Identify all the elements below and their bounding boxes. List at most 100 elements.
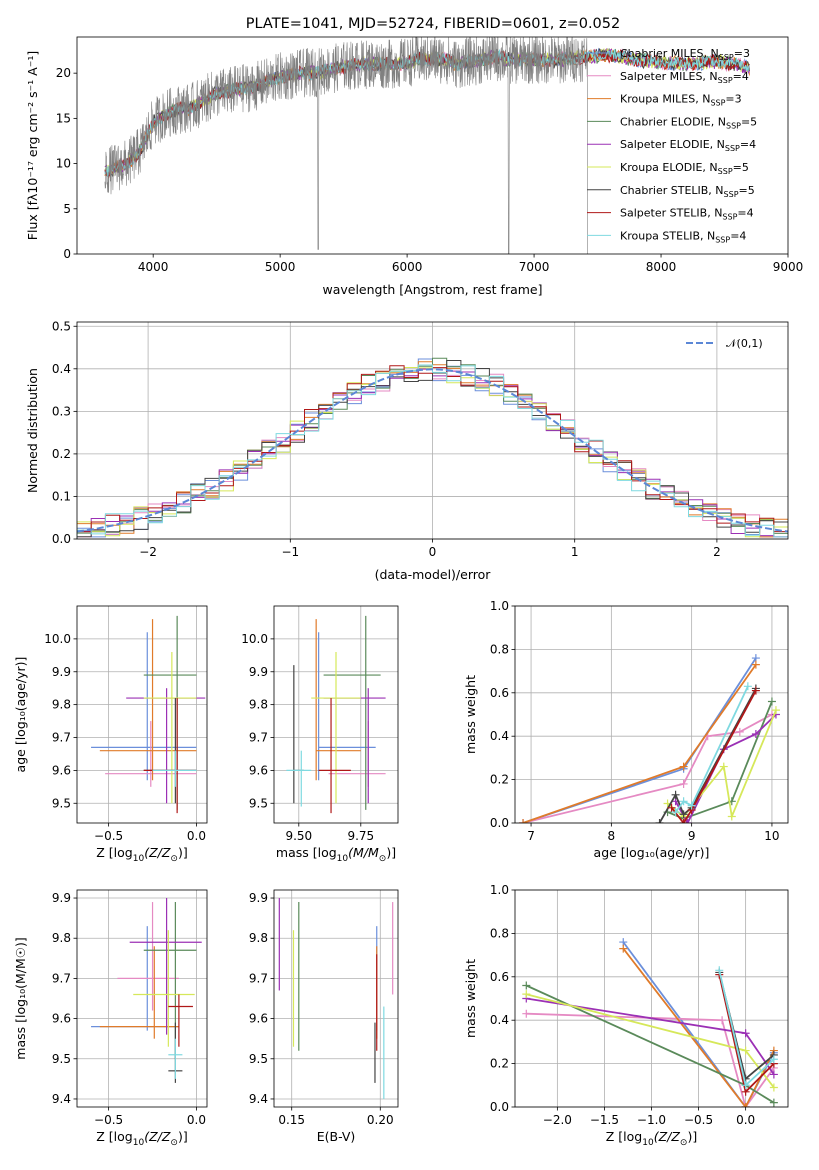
y-axis-label: Flux [fλ10⁻¹⁷ erg cm⁻² s⁻¹ A⁻¹] bbox=[25, 51, 40, 240]
data-point bbox=[687, 801, 696, 810]
x-tick-label: 4000 bbox=[138, 260, 169, 274]
gaussian-curve bbox=[77, 368, 788, 533]
y-tick-label: 0.1 bbox=[52, 489, 71, 503]
spectrum-axes-frame bbox=[76, 36, 789, 255]
legend-entry-salpeter-miles: Salpeter MILES, NSSP=4 bbox=[620, 70, 749, 85]
y-tick-label: 10.0 bbox=[44, 632, 71, 646]
x-tick-label: 0.0 bbox=[736, 1113, 755, 1127]
y-axis-label: mass weight bbox=[463, 675, 478, 754]
data-point bbox=[769, 1083, 778, 1092]
x-tick-label: −0.5 bbox=[94, 1113, 123, 1127]
model-spectrum-salpeter-miles bbox=[104, 48, 750, 177]
x-tick-label: 0 bbox=[429, 545, 437, 559]
y-tick-label: 0 bbox=[63, 247, 71, 261]
data-point bbox=[741, 1103, 750, 1107]
model-spectrum-kroupa-miles bbox=[104, 47, 750, 176]
data-point bbox=[522, 981, 531, 990]
y-axis-label: Normed distribution bbox=[25, 368, 40, 493]
weight-vs-z-axes-plot bbox=[522, 938, 778, 1107]
series-kroupa-stelib bbox=[671, 682, 752, 817]
y-tick-label: 0.6 bbox=[490, 686, 509, 700]
y-tick-label: 0.8 bbox=[490, 642, 509, 656]
data-point bbox=[735, 727, 744, 736]
data-point bbox=[769, 1055, 778, 1064]
y-tick-label: 0.8 bbox=[490, 926, 509, 940]
series-chabrier-miles bbox=[519, 654, 760, 823]
data-point bbox=[767, 697, 776, 706]
data-point bbox=[741, 1046, 750, 1055]
y-tick-label: 9.5 bbox=[52, 796, 71, 810]
y-tick-label: 9.6 bbox=[249, 1012, 268, 1026]
legend-entry-kroupa-miles: Kroupa MILES, NSSP=3 bbox=[620, 93, 742, 108]
data-point bbox=[519, 819, 528, 823]
weight-vs-age-axes-frame bbox=[514, 605, 789, 824]
age-vs-mass-axes: 9.50 9.75 9.5 9.6 9.7 9.8 9.9 10.0 mass [log10(M… bbox=[241, 605, 399, 864]
x-tick-label: 7 bbox=[527, 829, 535, 843]
legend-entry-salpeter-elodie: Salpeter ELODIE, NSSP=4 bbox=[620, 138, 756, 153]
series-line bbox=[522, 657, 757, 823]
data-point bbox=[671, 790, 680, 799]
data-point bbox=[679, 779, 688, 788]
error-cross-chabrier-miles bbox=[91, 632, 197, 781]
error-cross-kroupa-elodie bbox=[143, 652, 197, 804]
y-tick-label: 1.0 bbox=[490, 883, 509, 897]
x-tick-label: 2 bbox=[713, 545, 721, 559]
data-point bbox=[522, 990, 531, 999]
error-cross-salpeter-elodie bbox=[323, 688, 386, 804]
x-tick-label: 1 bbox=[571, 545, 579, 559]
legend-entry-chabrier-stelib: Chabrier STELIB, NSSP=5 bbox=[620, 184, 755, 199]
data-point bbox=[769, 1098, 778, 1107]
x-tick-label: 9.50 bbox=[285, 829, 312, 843]
y-tick-label: 9.9 bbox=[52, 891, 71, 905]
y-tick-label: 0.6 bbox=[490, 970, 509, 984]
error-cross-kroupa-elodie bbox=[133, 930, 195, 1047]
data-point bbox=[718, 1016, 727, 1025]
x-tick-label: −2.0 bbox=[543, 1113, 572, 1127]
y-tick-label: 0.5 bbox=[52, 319, 71, 333]
y-tick-label: 9.7 bbox=[52, 731, 71, 745]
error-cross-salpeter-stelib bbox=[318, 698, 351, 814]
age-vs-z-axes-plot bbox=[91, 615, 206, 814]
x-axis-label: Z [log10(Z/Z⊙)] bbox=[606, 1129, 697, 1148]
mass-vs-ebv-axes-frame bbox=[273, 889, 399, 1108]
series-line bbox=[526, 997, 775, 1076]
x-tick-label: −1.5 bbox=[590, 1113, 619, 1127]
y-tick-label: 9.9 bbox=[249, 665, 268, 679]
y-tick-label: 0.0 bbox=[52, 532, 71, 546]
data-point bbox=[751, 660, 760, 669]
model-spectrum-chabrier-miles bbox=[104, 47, 750, 176]
series-kroupa-miles bbox=[519, 660, 760, 823]
y-tick-label: 0.2 bbox=[52, 447, 71, 461]
data-point bbox=[679, 819, 688, 823]
error-cross-kroupa-stelib bbox=[152, 750, 197, 787]
mass-vs-ebv-axes: 0.15 0.20 9.4 9.5 9.6 9.7 9.8 9.9 E(B-V) bbox=[249, 889, 399, 1144]
x-tick-label: 5000 bbox=[265, 260, 296, 274]
data-point bbox=[655, 819, 664, 823]
y-tick-label: 9.6 bbox=[52, 763, 71, 777]
observed-spectrum bbox=[104, 37, 588, 254]
x-tick-label: 9 bbox=[688, 829, 696, 843]
error-cross-chabrier-miles bbox=[318, 632, 376, 781]
error-cross-chabrier-elodie bbox=[143, 902, 197, 1059]
error-cross-salpeter-elodie bbox=[129, 898, 202, 1035]
y-axis-label: age [log₁₀(age/yr)] bbox=[13, 657, 28, 773]
data-point bbox=[715, 966, 724, 975]
data-point bbox=[741, 1081, 750, 1090]
series-salpeter-miles bbox=[519, 710, 776, 823]
error-cross-kroupa-miles bbox=[99, 619, 197, 781]
y-tick-label: 0.4 bbox=[490, 1013, 509, 1027]
x-tick-label: −0.5 bbox=[684, 1113, 713, 1127]
series-kroupa-elodie bbox=[522, 990, 778, 1092]
y-tick-label: 15 bbox=[56, 111, 71, 125]
age-vs-z-axes: −0.5 0.0 9.5 9.6 9.7 9.8 9.9 10.0 Z [log10(Z/Z⊙)… bbox=[13, 605, 208, 864]
spectrum-axes-plot bbox=[104, 37, 750, 254]
x-tick-label: 0.20 bbox=[367, 1113, 394, 1127]
model-spectrum-salpeter-stelib bbox=[104, 49, 750, 179]
residual-axes: −2 −1 0 1 2 0.0 0.1 0.2 0.3 0.4 0.5 𝒩(0,1) (data-mod… bbox=[25, 319, 789, 582]
model-spectrum-kroupa-stelib bbox=[104, 48, 750, 178]
figure-title: PLATE=1041, MJD=52724, FIBERID=0601, z=0… bbox=[246, 16, 620, 32]
data-point bbox=[619, 944, 628, 953]
error-cross-chabrier-elodie bbox=[143, 615, 197, 810]
y-tick-label: 0.2 bbox=[490, 1057, 509, 1071]
